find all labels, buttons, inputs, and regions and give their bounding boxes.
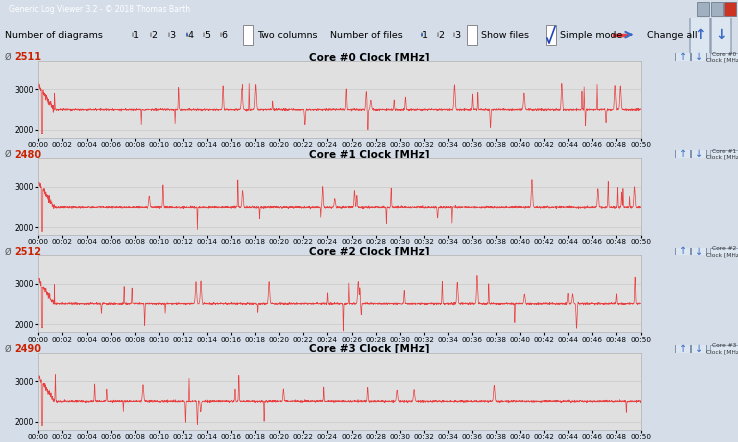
- FancyBboxPatch shape: [675, 342, 691, 356]
- Text: ↑: ↑: [679, 344, 687, 354]
- Text: Core #2
Clock [MHz]: Core #2 Clock [MHz]: [706, 246, 738, 257]
- Text: Two columns: Two columns: [257, 31, 317, 40]
- FancyBboxPatch shape: [692, 244, 706, 259]
- Text: 2: 2: [438, 31, 444, 40]
- Text: Number of diagrams: Number of diagrams: [5, 31, 103, 40]
- Text: 2: 2: [151, 31, 157, 40]
- FancyBboxPatch shape: [692, 50, 706, 64]
- FancyBboxPatch shape: [675, 244, 691, 259]
- Text: Core #0
Clock [MHz]: Core #0 Clock [MHz]: [706, 52, 738, 62]
- Bar: [711, 2, 723, 16]
- Text: Ø: Ø: [5, 150, 12, 159]
- Text: Generic Log Viewer 3.2 - © 2018 Thomas Barth: Generic Log Viewer 3.2 - © 2018 Thomas B…: [9, 5, 190, 14]
- Text: 1: 1: [422, 31, 428, 40]
- FancyBboxPatch shape: [675, 50, 691, 64]
- Text: ↑: ↑: [679, 52, 687, 62]
- Bar: [243, 26, 253, 45]
- Text: ↓: ↓: [695, 149, 703, 159]
- Text: 3: 3: [454, 31, 461, 40]
- Text: ↓: ↓: [695, 52, 703, 62]
- Text: Show files: Show files: [481, 31, 529, 40]
- Bar: [467, 26, 477, 45]
- FancyBboxPatch shape: [692, 147, 706, 161]
- Text: Simple mode: Simple mode: [560, 31, 622, 40]
- Text: Core #3
Clock [MHz]: Core #3 Clock [MHz]: [706, 343, 738, 354]
- Text: Core #0 Clock [MHz]: Core #0 Clock [MHz]: [308, 52, 430, 63]
- Text: ↓: ↓: [695, 247, 703, 256]
- Bar: [546, 26, 556, 45]
- Text: Core #1
Clock [MHz]: Core #1 Clock [MHz]: [706, 149, 738, 160]
- Text: Ø: Ø: [5, 248, 12, 256]
- Text: 4: 4: [187, 31, 193, 40]
- Text: Core #2 Clock [MHz]: Core #2 Clock [MHz]: [308, 247, 430, 257]
- Text: 2490: 2490: [14, 344, 41, 354]
- Text: Core #3 Clock [MHz]: Core #3 Clock [MHz]: [308, 344, 430, 354]
- Bar: [710, 248, 738, 255]
- Text: 2480: 2480: [14, 150, 41, 160]
- Text: Core #1 Clock [MHz]: Core #1 Clock [MHz]: [308, 149, 430, 160]
- Text: ↑: ↑: [679, 149, 687, 159]
- Text: 1: 1: [133, 31, 139, 40]
- Text: ↑: ↑: [679, 247, 687, 256]
- Text: 3: 3: [169, 31, 175, 40]
- FancyBboxPatch shape: [711, 0, 731, 84]
- Bar: [697, 2, 709, 16]
- Text: Number of files: Number of files: [330, 31, 403, 40]
- FancyBboxPatch shape: [690, 0, 710, 84]
- Bar: [710, 345, 738, 353]
- Bar: [710, 150, 738, 158]
- Text: ↓: ↓: [695, 344, 703, 354]
- Text: Ø: Ø: [5, 345, 12, 354]
- Bar: [724, 2, 736, 16]
- Text: 2511: 2511: [14, 53, 41, 62]
- Text: Change all: Change all: [647, 31, 697, 40]
- Text: 5: 5: [204, 31, 210, 40]
- Bar: [710, 53, 738, 61]
- Text: ↓: ↓: [715, 28, 727, 42]
- FancyBboxPatch shape: [692, 342, 706, 356]
- FancyBboxPatch shape: [675, 147, 691, 161]
- Text: ↑: ↑: [694, 28, 706, 42]
- Text: 6: 6: [221, 31, 227, 40]
- Text: 2512: 2512: [14, 247, 41, 257]
- Text: Ø: Ø: [5, 53, 12, 62]
